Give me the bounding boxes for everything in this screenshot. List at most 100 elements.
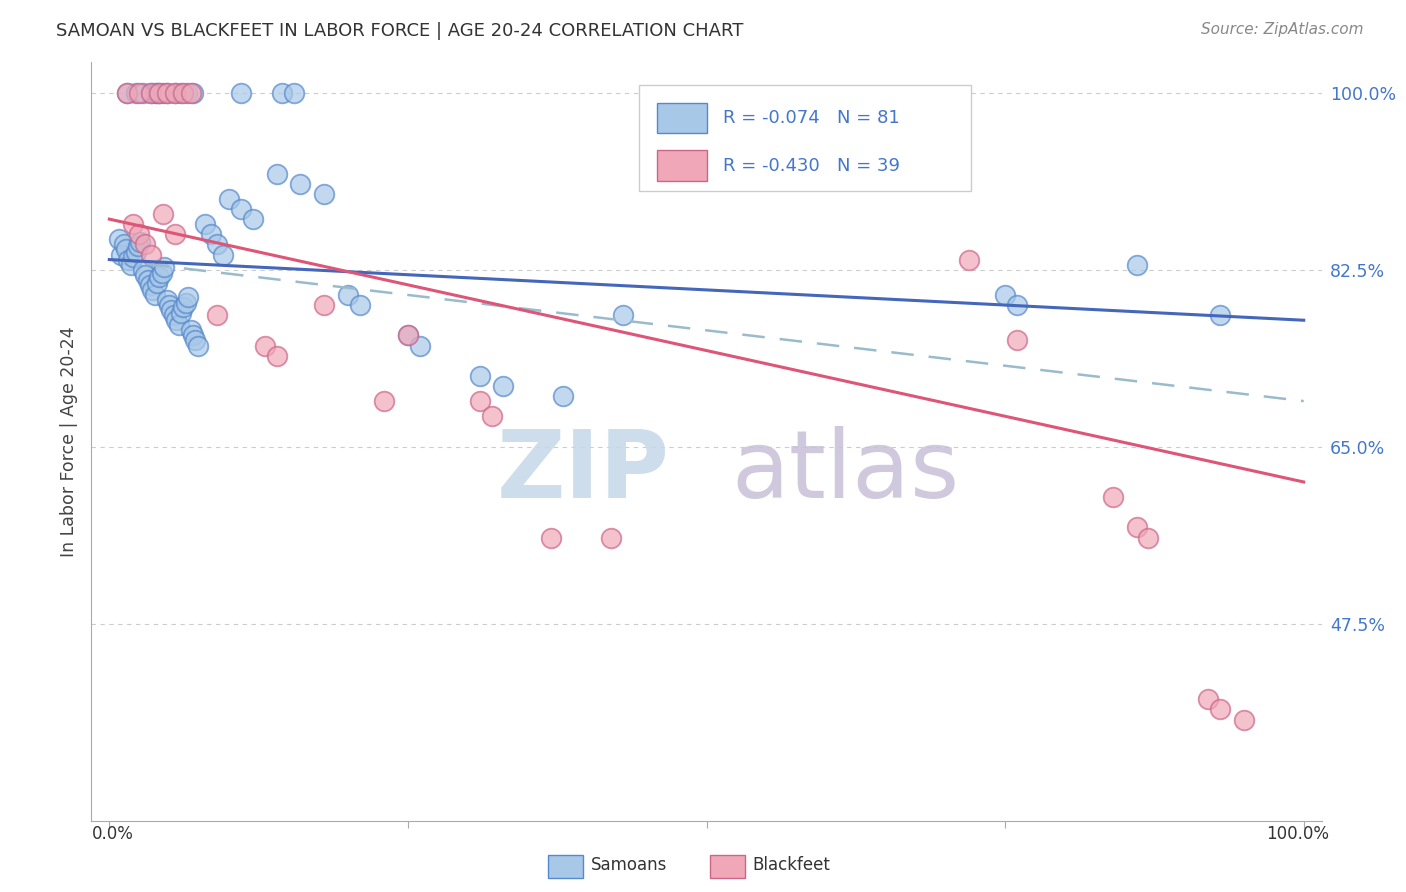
Point [163,227,186,242]
Point [148,269,170,284]
Text: SAMOAN VS BLACKFEET IN LABOR FORCE | AGE 20-24 CORRELATION CHART: SAMOAN VS BLACKFEET IN LABOR FORCE | AGE… [56,22,744,40]
Point [143,86,166,100]
Y-axis label: In Labor Force | Age 20-24: In Labor Force | Age 20-24 [59,326,77,557]
Point [170,306,193,320]
Point [337,288,360,302]
Point [177,290,200,304]
Point [160,303,183,318]
Point [229,86,252,100]
Point [1101,490,1123,504]
Point [957,252,980,267]
Point [481,409,503,424]
Text: 100.0%: 100.0% [1265,825,1329,843]
Point [150,266,173,280]
Point [194,217,217,231]
Point [134,268,156,282]
Point [129,235,152,250]
Text: Source: ZipAtlas.com: Source: ZipAtlas.com [1201,22,1364,37]
Point [167,318,190,333]
Point [1125,258,1147,272]
Point [134,237,156,252]
Point [349,298,371,312]
Point [165,313,187,327]
FancyBboxPatch shape [638,85,972,191]
Point [163,308,186,322]
Bar [657,103,706,133]
Point [174,296,197,310]
Point [132,262,155,277]
Point [229,202,252,216]
Point [540,531,562,545]
Point [1209,702,1232,716]
Point [157,298,180,312]
Point [492,379,515,393]
Point [187,338,209,352]
Point [172,86,194,100]
Point [468,394,491,409]
Text: 0.0%: 0.0% [91,825,134,843]
Point [122,217,145,231]
Point [172,300,194,314]
Point [110,247,132,261]
Point [1005,298,1028,312]
Point [128,227,150,242]
Point [120,258,142,272]
Point [271,86,294,100]
Point [242,212,264,227]
Point [152,86,174,100]
Point [124,86,146,100]
Point [163,86,186,100]
Point [468,368,491,383]
Point [146,86,169,100]
Point [139,247,162,261]
Text: R = -0.430   N = 39: R = -0.430 N = 39 [723,157,900,175]
Point [163,86,186,100]
Text: ZIP: ZIP [496,425,669,518]
Point [181,86,204,100]
Text: Samoans: Samoans [591,856,666,874]
Point [253,338,276,352]
Point [115,86,138,100]
Point [180,86,202,100]
Point [136,273,159,287]
Point [1137,531,1160,545]
Point [170,86,193,100]
Point [128,86,150,100]
Bar [657,151,706,181]
Point [108,232,131,246]
Point [124,245,146,260]
Point [139,86,162,100]
Point [153,260,176,274]
Point [127,239,149,253]
Point [553,389,575,403]
Point [148,86,170,100]
Point [283,86,305,100]
Point [373,394,395,409]
Point [994,288,1017,302]
Point [600,531,623,545]
Point [152,207,174,221]
Text: atlas: atlas [731,425,959,518]
Point [314,298,336,312]
Point [181,328,204,343]
Point [115,86,138,100]
Point [612,308,634,322]
Point [218,192,240,206]
Point [122,250,145,264]
Point [1125,520,1147,534]
Point [180,323,202,337]
Point [184,334,207,348]
Point [156,86,179,100]
Point [290,177,312,191]
Point [396,328,419,343]
Point [132,86,155,100]
Point [143,288,166,302]
Point [1197,692,1219,706]
Point [148,86,170,100]
Point [156,293,179,307]
Point [314,186,336,201]
Point [205,237,228,252]
Point [200,227,222,242]
Point [1209,308,1232,322]
Point [112,237,135,252]
